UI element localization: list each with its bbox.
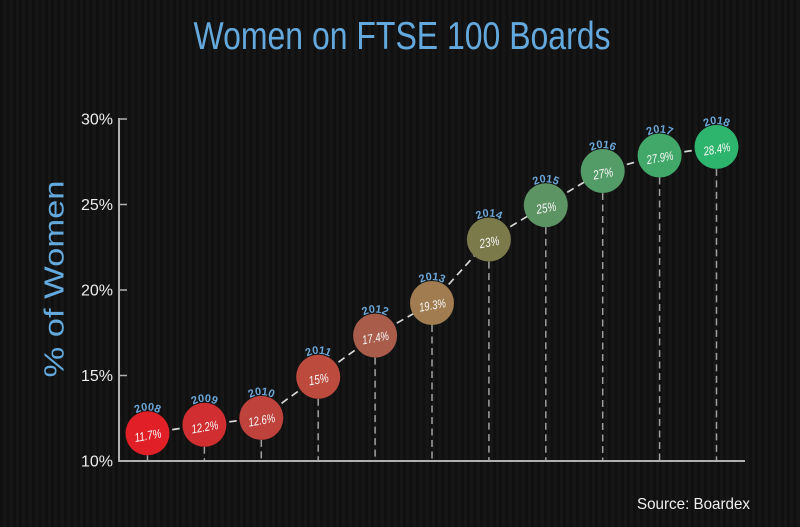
svg-text:25%: 25% bbox=[534, 199, 557, 217]
svg-text:11.7%: 11.7% bbox=[133, 427, 162, 445]
svg-text:23%: 23% bbox=[477, 233, 500, 251]
svg-text:27.9%: 27.9% bbox=[645, 149, 675, 168]
svg-text:10%: 10% bbox=[81, 454, 113, 471]
svg-text:17.4%: 17.4% bbox=[361, 329, 390, 347]
svg-text:12.2%: 12.2% bbox=[190, 418, 219, 436]
svg-text:Women on FTSE 100 Boards: Women on FTSE 100 Boards bbox=[194, 15, 611, 58]
svg-text:% of Women: % of Women bbox=[39, 181, 70, 378]
svg-text:15%: 15% bbox=[81, 368, 113, 385]
svg-text:12.6%: 12.6% bbox=[247, 411, 276, 429]
svg-text:15%: 15% bbox=[307, 370, 329, 388]
svg-text:27%: 27% bbox=[591, 164, 614, 182]
svg-text:25%: 25% bbox=[81, 197, 113, 214]
svg-text:19.3%: 19.3% bbox=[418, 296, 447, 314]
svg-text:Source: Boardex: Source: Boardex bbox=[637, 496, 750, 513]
svg-text:20%: 20% bbox=[81, 283, 113, 300]
svg-text:30%: 30% bbox=[81, 112, 113, 129]
svg-text:28.4%: 28.4% bbox=[702, 140, 732, 159]
